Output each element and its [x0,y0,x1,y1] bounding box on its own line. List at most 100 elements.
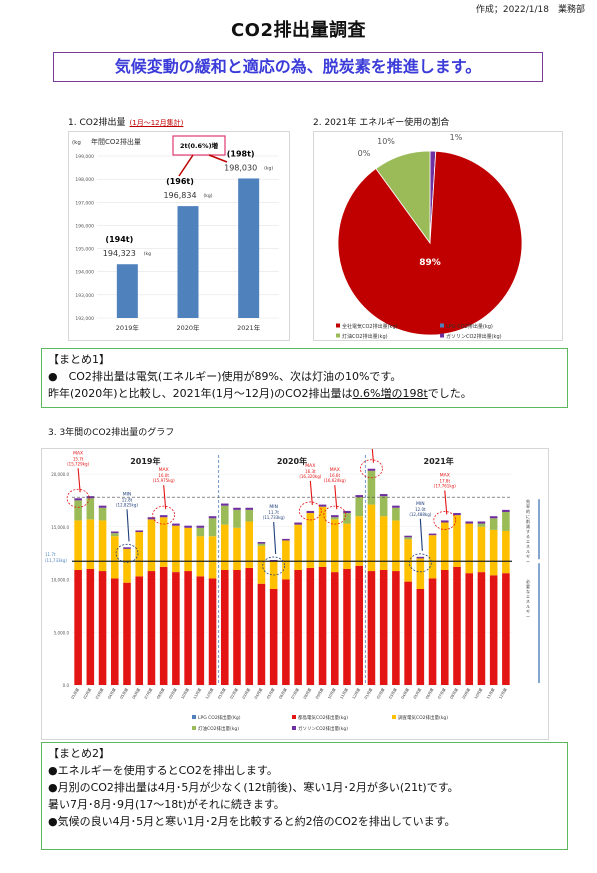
side-label-efficient: 効率的に削減するエネルギー [526,498,530,564]
stack-segment [355,495,364,498]
stack-segment [123,548,131,583]
legend-label: ガソリンCO2排出量(kg) [298,725,348,732]
annotation-ton: 12.0t [415,507,426,512]
annotation-arrow [126,509,130,542]
increase-callout-box [172,135,226,156]
annotation-title: MAX [330,467,340,473]
stack-segment [428,533,437,536]
stack-segment [404,535,412,538]
ton-label: (198t) [227,149,255,158]
ref-label2: (11,733kg) [45,558,67,563]
legend-swatch [440,323,444,328]
summary2-heading: 【まとめ2】 [48,747,110,760]
section2-title: 2. 2021年 エネルギー使用の割合 [313,118,450,128]
increase-callout-text: 2t(0.6%)増 [180,141,219,150]
stack-segment [147,519,156,572]
x-tick-label: 06月度 [131,687,141,700]
stack-segment [440,570,449,685]
stack-segment [74,500,82,521]
stack-segment [465,523,474,574]
stack-segment [330,515,339,518]
stack-segment [147,571,156,685]
stack-segment [489,575,498,685]
stack-segment [367,470,376,505]
stack-segment [343,523,351,569]
stack-segment [208,518,217,537]
y-tick-label: 192,000 [75,316,94,322]
pie-label-electric: 89% [419,258,441,268]
stack-segment [135,530,144,533]
y-tick-label: 199,000 [75,154,94,160]
x-tick-label: 04月度 [106,687,116,700]
annotation-circle [323,505,347,525]
x-tick-label: 03月度 [94,687,104,700]
stack-segment [98,520,107,572]
stack-segment [257,543,266,546]
stack-segment [110,536,119,579]
stack-segment [379,494,388,497]
annotation-ton: 16.3t [305,469,316,474]
x-tick-label: 09月度 [314,687,324,700]
stack-segment [147,517,156,520]
legend-swatch [292,726,296,730]
pie-label-kerosene: 10% [377,137,395,146]
summary2-line4: ●気候の良い4月･5月と寒い1月･2月を比較すると約2倍のCO2を排出しています… [48,815,456,828]
year-label: 2020年 [277,456,307,466]
stack-segment [318,504,327,507]
stack-segment [159,566,168,685]
stack-segment [282,538,290,541]
x-tick-label: 10月度 [180,687,190,700]
annotation-kg: (12,825kg) [116,502,138,507]
stack-segment [502,509,510,512]
ton-label: (196t) [166,177,194,186]
stack-segment [440,520,449,523]
stack-segment [245,567,254,685]
callout-arrow [178,154,194,177]
stack-segment [355,516,364,566]
annotation-arrow [163,485,167,510]
x-tick-label: 07月度 [290,687,300,700]
legend-label: ガソリンCO2排出量(kg) [446,333,502,340]
stack-segment [184,527,192,572]
stack-segment [343,568,351,685]
stack-segment [367,504,376,572]
annotation-arrow [309,480,313,505]
section1-subtitle: (1月～12月集計) [129,119,184,127]
x-tick-label: 07月度 [143,687,153,700]
stack-segment [269,588,278,685]
x-tick-label: 2021年 [237,323,261,332]
x-tick-label: 2019年 [116,323,140,332]
annotation-arrow [370,438,374,463]
stack-segment [453,566,461,685]
stack-segment [318,566,327,685]
y-tick-label: 5,000.0 [54,630,70,635]
stack-segment [184,525,192,528]
x-tick-label: 05月度 [265,687,275,700]
annotation-kg: (17,761kg) [434,483,456,488]
section1-title-text: 1. CO2排出量 [68,118,126,128]
x-tick-label: 11月度 [339,687,349,700]
x-tick-label: 06月度 [278,687,288,700]
value-label: 194,323 [103,249,136,258]
summary2-line1: ●エネルギーを使用するとCO2を排出します。 [48,764,278,777]
stack-segment [367,571,376,685]
annotation-title: MIN [416,501,425,507]
stack-segment [379,516,388,571]
stack-segment [306,510,315,514]
y-tick-label: 194,000 [75,270,94,276]
annotation-ton: 11.7t [268,510,279,515]
stack-segment [257,542,266,544]
annotation-circle [66,488,90,508]
summary2-box: 【まとめ2】 ●エネルギーを使用するとCO2を排出します。 ●月別のCO2排出量… [41,742,568,850]
annotation-kg: (11,733kg) [263,515,285,520]
y-tick-label: 195,000 [75,247,94,253]
x-tick-label: 11月度 [485,687,495,700]
annotation-title: MIN [123,491,132,497]
annotation-circle [152,505,176,525]
stack-segment [330,572,339,685]
chart1-title: 年間CO2排出量 [91,137,141,146]
stack-segment [208,516,217,519]
stack-segment [98,571,107,685]
stack-segment [196,527,205,537]
value-unit: (kg) [204,193,213,199]
